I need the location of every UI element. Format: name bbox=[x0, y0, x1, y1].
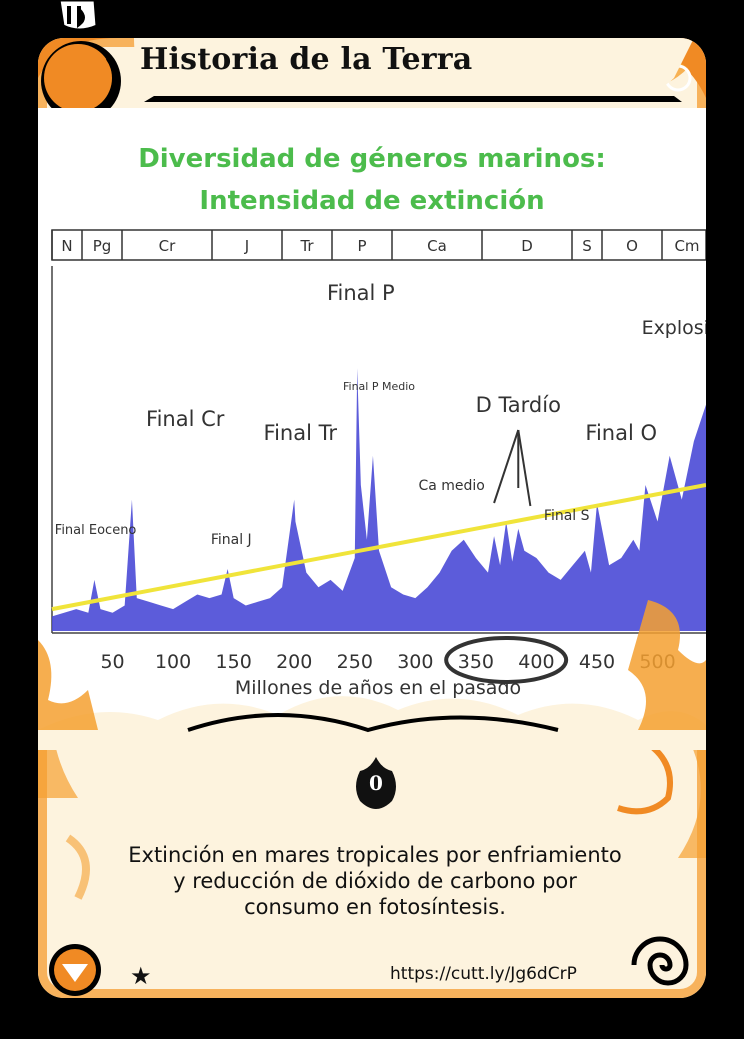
description-line: consumo en fotosíntesis. bbox=[244, 895, 506, 919]
down-arrow-icon bbox=[49, 944, 101, 996]
extinction-chart: N Pg Cr J Tr P Ca D S O Cm 50 100 150 200 250 300 350 400 4… bbox=[51, 229, 706, 699]
flame-value: 0 bbox=[369, 771, 383, 795]
artwork-edge-decoration bbox=[38, 600, 706, 750]
chart-annotation: Final Cr bbox=[146, 407, 225, 431]
star-icon: ★ bbox=[130, 962, 152, 990]
chart-annotation: Final O bbox=[585, 421, 657, 445]
card-url[interactable]: https://cutt.ly/Jg6dCrP bbox=[390, 964, 577, 984]
chart-annotation: D Tardío bbox=[476, 393, 561, 417]
x-tick-label: 400 bbox=[518, 651, 554, 673]
period-label: Tr bbox=[299, 237, 314, 255]
flame-icon: 0 bbox=[352, 757, 400, 809]
x-tick-label: 150 bbox=[216, 651, 252, 673]
period-label: Pg bbox=[93, 237, 112, 255]
period-label: O bbox=[626, 237, 638, 255]
period-label: S bbox=[582, 237, 592, 255]
period-label: Ca bbox=[427, 237, 447, 255]
x-tick-label: 350 bbox=[458, 651, 494, 673]
x-tick-label: 50 bbox=[100, 651, 124, 673]
card-title: Historia de la Terra bbox=[140, 42, 473, 77]
annotation-arrow bbox=[493, 429, 520, 504]
card-artwork: Diversidad de géneros marinos: Intensida… bbox=[38, 108, 706, 734]
chart-title: Diversidad de géneros marinos: bbox=[138, 144, 606, 174]
x-tick-label: 100 bbox=[155, 651, 191, 673]
chart-annotation: Explosión Cm bbox=[642, 317, 706, 339]
card-description: Extinción en mares tropicales por enfria… bbox=[80, 842, 670, 920]
x-tick-label: 450 bbox=[579, 651, 615, 673]
period-label: Cr bbox=[159, 237, 176, 255]
annotation-arrow bbox=[517, 429, 532, 507]
chart-annotation: Final P Medio bbox=[343, 380, 415, 393]
x-tick-label: 250 bbox=[337, 651, 373, 673]
chart-annotation: Final P bbox=[327, 281, 395, 305]
chart-subtitle: Intensidad de extinción bbox=[199, 186, 545, 216]
chart-annotation: Final Eoceno bbox=[55, 523, 137, 538]
title-banner bbox=[134, 38, 694, 102]
chart-annotation: Final S bbox=[544, 508, 590, 524]
period-label: J bbox=[244, 237, 249, 255]
extinction-area bbox=[52, 368, 706, 631]
period-label: P bbox=[357, 237, 366, 255]
chart-annotation: Final J bbox=[211, 532, 252, 548]
x-tick-label: 200 bbox=[276, 651, 312, 673]
chart-annotation: Final Tr bbox=[264, 421, 338, 445]
cost-disc-icon bbox=[41, 41, 121, 121]
x-tick-label: 300 bbox=[397, 651, 433, 673]
period-band bbox=[51, 229, 706, 261]
highlight-ellipse bbox=[444, 636, 569, 684]
period-label: N bbox=[61, 237, 72, 255]
period-label: D bbox=[521, 237, 533, 255]
description-line: Extinción en mares tropicales por enfria… bbox=[128, 843, 622, 867]
period-label: Cm bbox=[674, 237, 699, 255]
x-axis-label: Millones de años en el pasado bbox=[235, 677, 521, 699]
card-number-tab bbox=[57, 0, 99, 32]
spiral-icon bbox=[631, 936, 689, 986]
trend-line bbox=[51, 483, 706, 612]
chart-annotation: Ca medio bbox=[418, 478, 484, 494]
description-line: y reducción de dióxido de carbono por bbox=[173, 869, 577, 893]
